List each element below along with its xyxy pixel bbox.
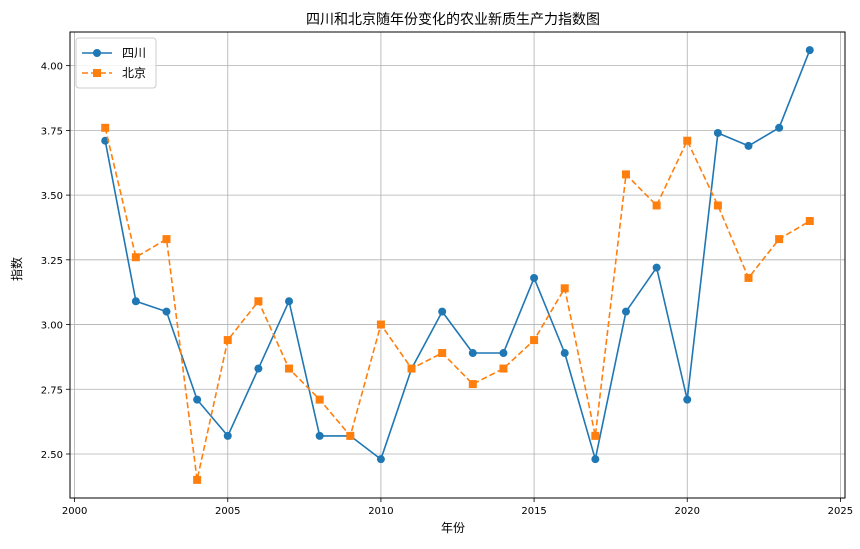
data-point [775, 235, 784, 244]
data-point [713, 201, 722, 210]
data-point [805, 216, 814, 225]
data-point [560, 284, 569, 293]
data-point [591, 455, 600, 464]
series-line [104, 49, 811, 461]
data-point [652, 263, 661, 272]
legend-marker [93, 69, 101, 77]
data-point [652, 201, 661, 210]
x-tick-label: 2015 [521, 506, 546, 517]
data-point [162, 235, 171, 244]
data-point [254, 297, 263, 306]
data-point [376, 455, 385, 464]
legend-label: 四川 [122, 46, 146, 60]
series-line [104, 127, 811, 481]
legend-marker [93, 49, 101, 57]
data-point [254, 364, 263, 373]
y-tick-label: 2.75 [41, 385, 63, 396]
data-point [131, 297, 140, 306]
data-point [315, 395, 324, 404]
plot-frame [69, 31, 846, 499]
data-point [499, 364, 508, 373]
x-tick-label: 2010 [368, 506, 393, 517]
data-point [376, 320, 385, 329]
data-point [621, 307, 630, 316]
data-point [101, 123, 110, 132]
x-tick-label: 2025 [828, 506, 853, 517]
data-point [193, 475, 202, 484]
legend-label: 北京 [122, 66, 146, 80]
data-point [744, 273, 753, 282]
data-point [346, 431, 355, 440]
data-point [621, 170, 630, 179]
legend-item: 四川 [82, 46, 146, 60]
series-layer [101, 46, 814, 484]
data-point [438, 349, 447, 358]
y-tick-label: 3.25 [41, 256, 63, 267]
data-point [591, 431, 600, 440]
grid [70, 32, 845, 498]
data-point [438, 307, 447, 316]
y-tick-label: 4.00 [41, 62, 63, 73]
data-point [223, 431, 232, 440]
chart-title: 四川和北京随年份变化的农业新质生产力指数图 [306, 12, 600, 28]
x-axis-label: 年份 [441, 521, 465, 535]
data-point [285, 364, 294, 373]
series-1 [101, 46, 814, 464]
x-tick-label: 2020 [675, 506, 700, 517]
data-point [468, 380, 477, 389]
y-tick-label: 3.75 [41, 126, 63, 137]
y-tick-label: 2.50 [41, 450, 63, 461]
data-point [744, 141, 753, 150]
data-point [193, 395, 202, 404]
data-point [683, 136, 692, 145]
y-tick-label: 3.50 [41, 191, 63, 202]
data-point [499, 349, 508, 358]
y-axis-label: 指数 [9, 257, 24, 281]
data-point [468, 349, 477, 358]
data-point [713, 128, 722, 137]
x-tick-label: 2000 [62, 506, 87, 517]
data-point [131, 253, 140, 262]
data-point [560, 349, 569, 358]
data-point [162, 307, 171, 316]
axes: 2000 2005 2010 2015 2020 2025 2.50 2.75 3.00 3.25… [41, 62, 853, 517]
data-point [407, 364, 416, 373]
series-2 [101, 123, 814, 484]
data-point [315, 431, 324, 440]
data-point [775, 123, 784, 132]
data-point [683, 395, 692, 404]
data-point [530, 273, 539, 282]
y-tick-label: 3.00 [41, 321, 63, 332]
x-tick-label: 2005 [215, 506, 240, 517]
legend-item: 北京 [82, 66, 146, 80]
data-point [805, 46, 814, 55]
data-point [530, 336, 539, 345]
data-point [223, 336, 232, 345]
data-point [285, 297, 294, 306]
